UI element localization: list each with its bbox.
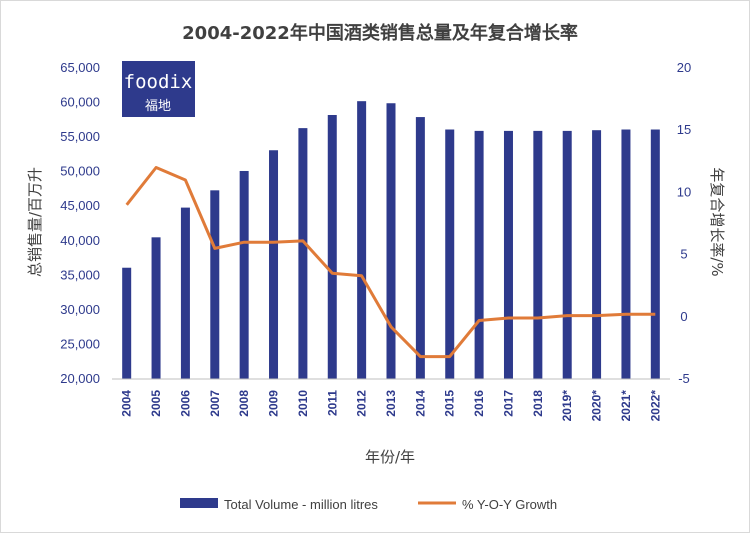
x-tick-label: 2008	[237, 390, 251, 417]
x-tick-label: 2019*	[560, 390, 574, 422]
x-tick-label: 2009	[267, 390, 281, 417]
y-left-tick-label: 65,000	[60, 60, 100, 75]
bar	[269, 150, 279, 379]
bar-series	[122, 101, 660, 380]
x-tick-label: 2017	[501, 390, 515, 417]
y-left-tick-label: 55,000	[60, 129, 100, 144]
y-left-tick-label: 50,000	[60, 164, 100, 179]
bar	[122, 267, 132, 379]
y-left-tick-label: 60,000	[60, 95, 100, 110]
bar	[533, 130, 543, 379]
logo: foodix 福地	[122, 61, 195, 117]
x-tick-label: 2015	[443, 390, 457, 417]
bar	[650, 129, 660, 379]
y-left-tick-label: 40,000	[60, 233, 100, 248]
growth-line	[125, 166, 656, 359]
y-left-tick-label: 25,000	[60, 336, 100, 351]
bar	[415, 117, 425, 380]
y-right-tick-label: 10	[677, 184, 691, 199]
x-tick-label: 2005	[149, 390, 163, 417]
legend-bar-swatch	[180, 498, 218, 508]
y-left-tick-label: 30,000	[60, 302, 100, 317]
y-axis-right-title: 年复合增长率/%	[708, 167, 726, 276]
x-axis-ticks: 2004 2005 2006 2007 2008 2009 2010 2011 2012 2013…	[120, 390, 663, 422]
x-tick-label: 2013	[384, 390, 398, 417]
bar	[386, 103, 396, 379]
y-axis-left-title: 总销售量/百万升	[26, 167, 44, 277]
legend: Total Volume - million litres % Y-O-Y Gr…	[180, 497, 557, 512]
x-tick-label: 2012	[355, 390, 369, 417]
bar	[210, 190, 220, 379]
y-left-tick-label: 35,000	[60, 267, 100, 282]
bar	[445, 129, 455, 379]
y-right-tick-label: 20	[677, 60, 691, 75]
x-axis-title: 年份/年	[365, 448, 415, 466]
y-right-tick-label: 0	[680, 309, 687, 324]
bar	[239, 170, 249, 379]
x-tick-label: 2007	[208, 390, 222, 417]
x-tick-label: 2022*	[648, 390, 662, 422]
legend-line-label: % Y-O-Y Growth	[462, 497, 557, 512]
x-tick-label: 2020*	[590, 390, 604, 422]
bar	[562, 130, 572, 379]
logo-subtitle: 福地	[145, 99, 171, 114]
x-tick-label: 2018	[531, 390, 545, 417]
bar	[503, 130, 513, 379]
x-tick-label: 2006	[178, 390, 192, 417]
x-tick-label: 2021*	[619, 390, 633, 422]
x-tick-label: 2004	[120, 390, 134, 417]
x-tick-label: 2010	[296, 390, 310, 417]
bar	[180, 207, 190, 379]
bar	[151, 237, 161, 379]
chart-title: 2004-2022年中国酒类销售总量及年复合增长率	[182, 22, 578, 44]
y-right-tick-label: 5	[680, 247, 687, 262]
line-series	[125, 166, 656, 359]
bar	[298, 128, 308, 379]
left-axis-ticks: 20,000 25,000 30,000 35,000 40,000 45,000 50,0…	[60, 60, 100, 386]
bar	[327, 114, 337, 380]
x-tick-label: 2016	[472, 390, 486, 417]
y-right-tick-label: -5	[678, 371, 690, 386]
bar	[592, 130, 602, 379]
y-right-tick-label: 15	[677, 122, 691, 137]
right-axis-ticks: -5 0 5 10 15 20	[677, 60, 691, 386]
bar	[621, 129, 631, 379]
legend-bar-label: Total Volume - million litres	[224, 497, 378, 512]
y-left-tick-label: 45,000	[60, 198, 100, 213]
logo-background	[122, 61, 195, 117]
bar	[474, 130, 484, 379]
x-tick-label: 2014	[413, 390, 427, 417]
y-left-tick-label: 20,000	[60, 371, 100, 386]
x-tick-label: 2011	[325, 390, 339, 416]
logo-name: foodix	[124, 71, 193, 93]
bar	[357, 101, 367, 379]
